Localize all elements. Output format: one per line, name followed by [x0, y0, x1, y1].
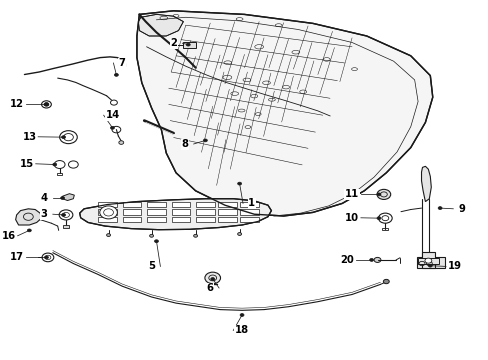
Text: 4: 4 — [41, 193, 47, 203]
Circle shape — [106, 234, 110, 237]
Polygon shape — [80, 199, 271, 230]
Text: 9: 9 — [458, 204, 465, 214]
Circle shape — [203, 139, 207, 142]
Text: 2: 2 — [170, 38, 177, 48]
Bar — [382, 228, 387, 230]
Circle shape — [193, 234, 197, 237]
Circle shape — [119, 141, 123, 144]
Circle shape — [44, 103, 48, 106]
Bar — [98, 209, 117, 215]
Circle shape — [376, 193, 380, 196]
Circle shape — [376, 189, 390, 199]
Circle shape — [61, 197, 64, 199]
Bar — [98, 202, 117, 207]
Circle shape — [204, 272, 220, 284]
Circle shape — [373, 257, 380, 262]
Polygon shape — [16, 209, 41, 225]
Text: 3: 3 — [41, 209, 47, 219]
Bar — [416, 257, 444, 268]
Circle shape — [100, 206, 117, 219]
Circle shape — [424, 258, 431, 263]
Bar — [218, 217, 236, 222]
Circle shape — [369, 258, 373, 261]
Circle shape — [376, 217, 380, 220]
Bar — [98, 217, 117, 222]
Circle shape — [114, 73, 118, 76]
Text: 11: 11 — [344, 189, 359, 199]
Bar — [122, 217, 141, 222]
Circle shape — [110, 126, 114, 129]
Text: 5: 5 — [148, 261, 155, 271]
Bar — [147, 202, 165, 207]
Circle shape — [172, 43, 177, 46]
Bar — [196, 217, 214, 222]
Text: 15: 15 — [20, 159, 34, 169]
Bar — [421, 252, 434, 268]
Bar — [171, 202, 190, 207]
Circle shape — [237, 233, 241, 235]
Text: 7: 7 — [119, 58, 125, 68]
Circle shape — [44, 103, 49, 106]
Bar — [63, 225, 69, 228]
Text: 14: 14 — [105, 110, 120, 120]
Bar — [171, 217, 190, 222]
Text: 6: 6 — [206, 283, 213, 293]
Circle shape — [27, 229, 31, 232]
Circle shape — [186, 43, 190, 46]
Polygon shape — [62, 194, 74, 201]
Bar — [147, 217, 165, 222]
Bar — [183, 42, 195, 48]
Bar — [218, 209, 236, 215]
Circle shape — [237, 182, 241, 185]
Bar — [240, 217, 258, 222]
Polygon shape — [137, 11, 432, 216]
Circle shape — [383, 279, 388, 284]
Bar — [240, 202, 258, 207]
Bar — [122, 209, 141, 215]
Text: 10: 10 — [345, 213, 358, 223]
Bar — [122, 202, 141, 207]
Bar — [57, 173, 62, 175]
Circle shape — [210, 278, 214, 280]
Circle shape — [53, 163, 57, 166]
Circle shape — [154, 240, 158, 243]
Bar — [417, 258, 438, 264]
Bar — [218, 202, 236, 207]
Circle shape — [149, 234, 153, 237]
Text: 1: 1 — [248, 198, 255, 208]
Bar — [147, 209, 165, 215]
Circle shape — [61, 213, 65, 216]
Text: 8: 8 — [181, 139, 188, 149]
Text: 13: 13 — [22, 132, 36, 142]
Text: 18: 18 — [235, 325, 248, 336]
Polygon shape — [421, 166, 430, 202]
Circle shape — [240, 314, 244, 316]
Bar — [196, 202, 214, 207]
Circle shape — [427, 264, 431, 267]
Text: 19: 19 — [447, 261, 461, 271]
Circle shape — [44, 256, 48, 259]
Bar — [171, 209, 190, 215]
Text: 12: 12 — [10, 99, 24, 109]
Bar — [196, 209, 214, 215]
Text: 17: 17 — [10, 252, 24, 262]
Text: 16: 16 — [2, 231, 16, 241]
Bar — [240, 209, 258, 215]
Circle shape — [61, 136, 65, 139]
Polygon shape — [138, 14, 183, 36]
Text: 20: 20 — [340, 255, 353, 265]
Circle shape — [437, 207, 441, 210]
